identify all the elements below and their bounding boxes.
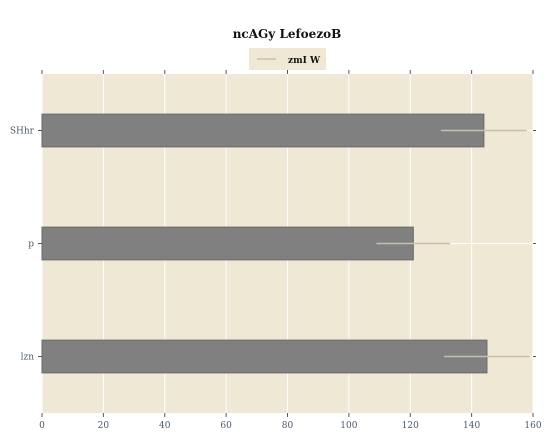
bars-group: [41, 113, 530, 374]
x-tick-label: 20: [98, 421, 110, 431]
x-tick-label: 40: [159, 421, 171, 431]
bar: [41, 339, 488, 374]
x-tick-label: 100: [340, 421, 357, 431]
x-tick-label: 140: [463, 421, 480, 431]
legend-box: [249, 48, 326, 70]
x-axis-ticks: 0 20 40 60 80 100 120 140 160: [39, 70, 542, 431]
y-axis-ticks: SHhr p lzn: [10, 127, 536, 363]
bar: [41, 226, 414, 261]
x-tick-label: 120: [402, 421, 419, 431]
legend-label: zmI W: [288, 56, 321, 66]
legend: zmI W: [249, 48, 326, 70]
x-tick-label: 80: [282, 421, 294, 431]
x-tick-label: 60: [220, 421, 232, 431]
x-tick-label: 0: [39, 421, 45, 431]
y-tick-label: SHhr: [10, 127, 35, 137]
bar: [41, 113, 485, 148]
y-tick-label: p: [28, 240, 34, 250]
y-tick-label: lzn: [21, 353, 35, 363]
x-tick-label: 160: [524, 421, 541, 431]
chart-title: ncAGy LefoezoB: [233, 27, 342, 41]
